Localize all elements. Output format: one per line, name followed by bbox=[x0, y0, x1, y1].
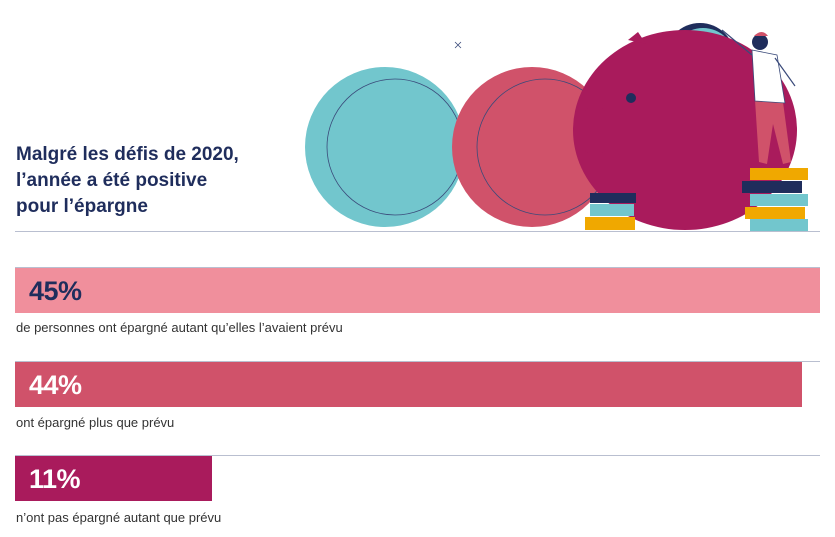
person-figure bbox=[721, 29, 796, 164]
title-line-3: pour l’épargne bbox=[16, 196, 148, 217]
piggy-body bbox=[573, 30, 797, 230]
bar-value-label: 45% bbox=[29, 276, 82, 306]
bar-saved-less: 11% bbox=[15, 456, 212, 501]
piggy-eye bbox=[626, 93, 636, 103]
bar-value-label: 44% bbox=[29, 370, 82, 400]
teal-coin bbox=[305, 67, 465, 227]
title-line-2: l’année a été positive bbox=[16, 170, 208, 191]
title-line-1: Malgré les défis de 2020, bbox=[16, 144, 239, 165]
page-title: Malgré les défis de 2020, l’année a été … bbox=[16, 142, 316, 220]
piggy-bank-illustration bbox=[305, 23, 808, 231]
bar-caption: ont épargné plus que prévu bbox=[16, 415, 175, 430]
bar-saved-as-planned: 45% bbox=[15, 268, 820, 313]
bar-1-top-line bbox=[15, 267, 820, 268]
divider bbox=[15, 231, 820, 232]
bar-2-top-line bbox=[15, 361, 820, 362]
bar-caption: de personnes ont épargné autant qu’elles… bbox=[16, 320, 343, 335]
pink-coin bbox=[452, 67, 612, 227]
bar-3-top-line bbox=[15, 455, 820, 456]
bar-caption: n’ont pas épargné autant que prévu bbox=[16, 510, 222, 525]
bar-saved-more: 44% bbox=[15, 362, 803, 407]
bar-value-label: 11% bbox=[29, 464, 81, 494]
